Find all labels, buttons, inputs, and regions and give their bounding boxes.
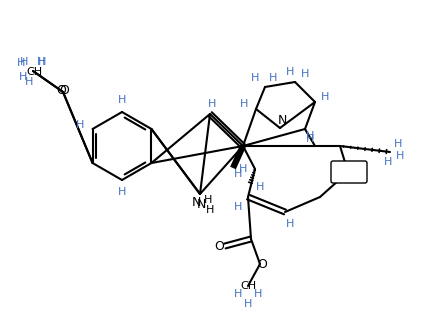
Text: H: H [25, 77, 33, 87]
Text: H: H [118, 95, 126, 105]
Text: H: H [239, 164, 247, 174]
Text: H: H [38, 57, 46, 67]
Text: H: H [206, 205, 214, 215]
Text: H: H [208, 99, 216, 109]
Text: O: O [56, 85, 66, 98]
Text: H: H [306, 134, 314, 144]
Text: O: O [214, 239, 224, 252]
Text: CH: CH [26, 67, 42, 77]
Text: H: H [240, 99, 248, 109]
Text: H: H [286, 219, 294, 229]
Text: N: N [277, 113, 287, 126]
Text: H: H [269, 73, 277, 83]
Text: H: H [234, 202, 242, 212]
Text: H: H [76, 120, 85, 130]
Text: H: H [204, 195, 212, 205]
Text: H: H [396, 151, 404, 161]
Text: O: O [257, 258, 267, 271]
Text: H: H [19, 72, 27, 82]
Text: CH: CH [240, 281, 256, 291]
Text: H: H [306, 131, 314, 141]
FancyBboxPatch shape [331, 161, 367, 183]
Text: H: H [394, 139, 402, 149]
Text: H: H [118, 187, 126, 197]
Text: H: H [384, 157, 392, 167]
Text: O: O [59, 85, 69, 98]
Text: H: H [37, 57, 45, 67]
Text: N: N [196, 198, 206, 211]
Text: H: H [256, 182, 264, 192]
Text: N: N [191, 195, 201, 209]
Text: H: H [251, 73, 259, 83]
Text: H: H [17, 58, 25, 68]
Text: Abs: Abs [340, 167, 359, 177]
Text: H: H [234, 169, 242, 179]
Text: H: H [244, 299, 252, 309]
Text: H: H [321, 92, 329, 102]
Text: H: H [301, 69, 309, 79]
Text: H: H [234, 289, 242, 299]
Text: H: H [20, 57, 28, 67]
Text: H: H [254, 289, 262, 299]
Text: H: H [286, 67, 294, 77]
